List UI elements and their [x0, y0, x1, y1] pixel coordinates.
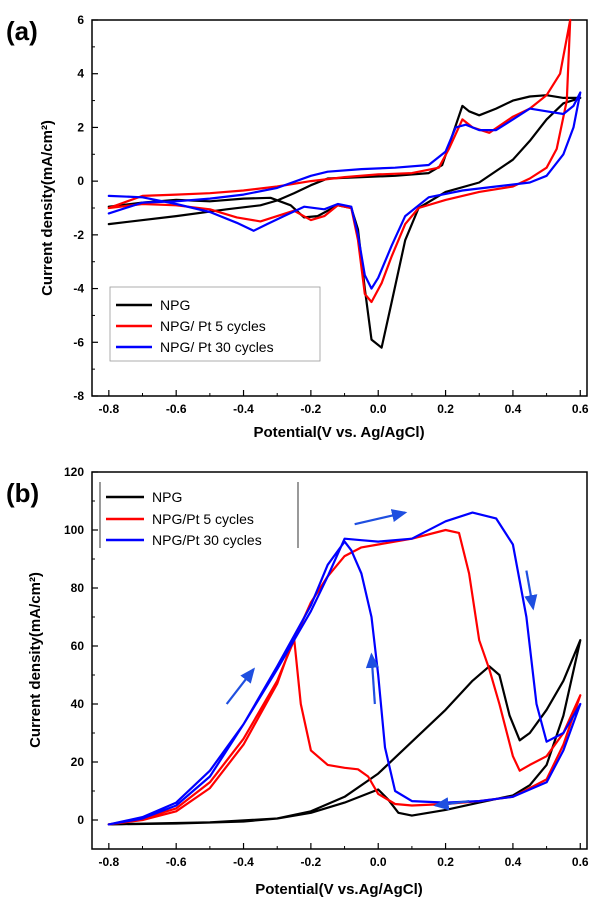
- y-tick-label-a: -4: [73, 282, 84, 296]
- y-tick-label-a: 0: [77, 174, 84, 188]
- x-tick-label-a: -0.2: [301, 402, 322, 416]
- y-tick-label-a: -6: [73, 335, 84, 349]
- scan-direction-arrow: [524, 570, 538, 611]
- y-tick-label-a: 6: [77, 13, 84, 27]
- x-axis-label-a: Potential(V vs. Ag/AgCl): [253, 424, 424, 441]
- x-tick-label-b: -0.4: [233, 855, 254, 869]
- x-tick-label-b: 0.2: [437, 855, 454, 869]
- series-lines-a: [107, 18, 582, 349]
- scan-direction-arrow: [354, 509, 408, 526]
- legend-a: NPG NPG/ Pt 5 cycles NPG/ Pt 30 cycles: [109, 286, 321, 362]
- x-tick-label-a: 0.4: [505, 402, 522, 416]
- y-tick-label-a: 4: [77, 67, 84, 81]
- scan-direction-arrow: [225, 667, 255, 705]
- scan-direction-arrow: [433, 797, 470, 811]
- y-tick-label-a: -8: [73, 389, 84, 403]
- legend-box-a: [109, 286, 321, 362]
- panel-label-a: (a): [6, 16, 38, 46]
- chart-panel-a: (a) -0.8 -0.6 -0.4 -0.2 0.0 0.2 0.4 0.6 -8 -6 -4 -2…: [6, 13, 589, 441]
- legend-label-pt30-a: NPG/ Pt 30 cycles: [160, 339, 274, 355]
- y-tick-label-a: 2: [77, 120, 84, 134]
- y-axis-label-a: Current density(mA/cm²): [39, 120, 56, 296]
- x-tick-label-a: 0.2: [437, 402, 454, 416]
- y-tick-label-b: 60: [71, 639, 85, 653]
- x-tick-label-a: -0.6: [166, 402, 187, 416]
- x-tick-label-b: -0.6: [166, 855, 187, 869]
- x-tick-label-b: 0.6: [572, 855, 589, 869]
- x-tick-label-b: 0.4: [505, 855, 522, 869]
- y-tick-label-b: 120: [64, 465, 84, 479]
- x-tick-label-b: -0.8: [98, 855, 119, 869]
- x-tick-label-a: 0.6: [572, 402, 589, 416]
- x-tick-label-a: 0.0: [370, 402, 387, 416]
- y-tick-label-a: -2: [73, 228, 84, 242]
- legend-label-pt30-b: NPG/Pt 30 cycles: [152, 532, 262, 548]
- y-tick-label-b: 80: [71, 581, 85, 595]
- y-axis-label-b: Current density(mA/cm²): [27, 572, 44, 748]
- panel-label-b: (b): [6, 478, 39, 508]
- scan-direction-arrow: [365, 652, 379, 705]
- y-tick-label-b: 20: [71, 755, 85, 769]
- legend-label-pt5-a: NPG/ Pt 5 cycles: [160, 318, 266, 334]
- plot-frame-b: [91, 471, 588, 850]
- series-line-b-0: [107, 639, 582, 826]
- legend-label-npg-a: NPG: [160, 297, 190, 313]
- legend-label-npg-b: NPG: [152, 489, 182, 505]
- x-tick-label-b: 0.0: [370, 855, 387, 869]
- x-axis-label-b: Potential(V vs.Ag/AgCl): [255, 881, 423, 898]
- series-lines-b: [107, 511, 582, 826]
- series-line-b-2: [107, 511, 582, 826]
- scan-direction-arrows: [225, 509, 538, 811]
- x-tick-label-a: -0.4: [233, 402, 254, 416]
- y-tick-label-b: 100: [64, 523, 84, 537]
- ticks-a: -0.8 -0.6 -0.4 -0.2 0.0 0.2 0.4 0.6 -8 -6 -4 -2 0 2 4 6: [73, 13, 589, 416]
- chart-panel-b: (b) -0.8 -0.6 -0.4 -0.2 0.0 0.2 0.4 0.6 0 20 40 60 8…: [6, 465, 589, 898]
- series-line-a-2: [107, 91, 582, 290]
- y-tick-label-b: 40: [71, 697, 85, 711]
- legend-b: NPG NPG/Pt 5 cycles NPG/Pt 30 cycles: [99, 482, 299, 548]
- x-tick-label-b: -0.2: [301, 855, 322, 869]
- series-line-a-1: [107, 18, 572, 304]
- ticks-b: -0.8 -0.6 -0.4 -0.2 0.0 0.2 0.4 0.6 0 20 40 60 80 100…: [64, 465, 589, 869]
- y-tick-label-b: 0: [77, 813, 84, 827]
- series-line-b-1: [107, 528, 582, 826]
- x-tick-label-a: -0.8: [98, 402, 119, 416]
- legend-label-pt5-b: NPG/Pt 5 cycles: [152, 511, 254, 527]
